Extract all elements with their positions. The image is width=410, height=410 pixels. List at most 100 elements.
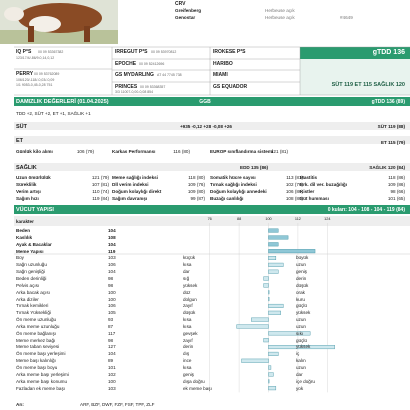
tick-label: 76 — [207, 217, 212, 221]
code: 00 09 53762089 — [34, 72, 60, 76]
code: 00 09 53368357 — [140, 85, 166, 89]
item-value: 109 (86) — [387, 182, 405, 187]
code: 00 09 53367382 — [38, 50, 64, 54]
column-head: karakter — [16, 219, 34, 224]
ancestor: EPOCHE — [115, 61, 137, 67]
ancestor: PRINCES — [115, 84, 138, 90]
low-label: derin — [183, 344, 194, 350]
low-label: dolgun — [183, 296, 197, 302]
bar — [268, 372, 274, 377]
code: 00 09 52412696 — [139, 62, 165, 66]
bar — [268, 331, 311, 336]
low-label: gevşek — [183, 330, 198, 336]
trait-value: 89 — [108, 358, 114, 364]
low-label: geniş — [183, 371, 194, 377]
high-label: kalın — [296, 358, 306, 364]
trait-name: Arka meme başı konumu — [16, 378, 68, 384]
section-title: DAMIZLIK DEĞERLERİ (01.04.2025) — [16, 99, 109, 105]
trait-name: Meme Yapısı — [16, 248, 44, 254]
tick-label: 112 — [294, 217, 301, 221]
trait-name: Arka bacak açısı — [16, 289, 50, 295]
high-label: uzun — [296, 323, 306, 329]
meat-index: ET 115 (79) — [380, 140, 405, 145]
tick-label: 88 — [236, 217, 242, 221]
trait-name: Fazladan ek meme başı — [16, 385, 66, 391]
ancestor: HARIBO — [213, 61, 233, 67]
high-label: derin — [296, 275, 307, 281]
trait-value: 87 — [108, 323, 114, 329]
bar — [263, 338, 269, 343]
ancestor: MIAMI — [213, 72, 228, 78]
trait-value: 103 — [108, 255, 116, 261]
milk-index: SÜT 119 (88) — [377, 124, 405, 129]
trait-value: 106 — [108, 303, 116, 309]
bar — [268, 351, 279, 356]
trait-name: Meme merkez bağı — [16, 337, 56, 343]
trait-value: 106 — [108, 262, 116, 268]
header-cell: Herbeuse açık — [265, 8, 295, 13]
item-label: Somatik hücre sayısı — [210, 175, 256, 180]
footer-label: Arı: — [16, 402, 24, 407]
item-label: Buzağı canlılığı — [210, 196, 244, 201]
trait-name: Ayak & Bacaklar — [16, 241, 52, 247]
item-value: 118 (80) — [188, 175, 205, 180]
high-label: düşük — [296, 282, 309, 288]
tick-label: 124 — [324, 217, 331, 221]
trait-value: 100 — [108, 296, 116, 302]
bar — [268, 386, 277, 391]
bar — [268, 235, 289, 240]
bar — [268, 262, 284, 267]
trait-value: 93 — [108, 317, 114, 323]
item-label: Uzun ömürlülük — [16, 175, 51, 180]
bar — [268, 290, 270, 295]
bar — [268, 310, 281, 315]
item-value: 102 (76) — [285, 182, 303, 187]
item-value: 99 (87) — [190, 196, 205, 201]
high-label: geniş — [296, 269, 307, 275]
item-label: Doğum kolaylığı direkt — [112, 189, 162, 194]
line: 123/17/4/-86/9.0,14,0,12 — [16, 56, 55, 60]
note: TDD +2, SÜT +2, ET +1, SAĞLIK +1 — [16, 111, 91, 116]
item-label: EUROP sınıflandırma sistemi — [210, 149, 274, 154]
item-value: 109 (76) — [187, 182, 205, 187]
source: GGB — [199, 99, 211, 105]
trait-name: Meme başı kalınlığı — [16, 358, 56, 364]
edd: EDD 135 (86) — [240, 165, 269, 170]
item-value: 113 (81) — [286, 175, 303, 180]
dam: PERRY — [16, 71, 34, 77]
bar — [241, 358, 269, 363]
brand: CRV — [175, 1, 186, 7]
trait-name: Tırnak kemikleri — [16, 303, 49, 309]
low-label: kısa — [183, 323, 192, 329]
high-label: yok — [296, 385, 304, 391]
trait-name: Pelvis açısı — [16, 282, 40, 288]
item-label: Verim artışı — [16, 189, 41, 194]
high-label: iç — [296, 351, 300, 357]
item-value: 107 (81) — [91, 182, 109, 187]
bar — [268, 379, 270, 384]
trait-name: Ön meme başı boyu — [16, 365, 58, 370]
trait-name: Sağrı genişliği — [16, 269, 45, 275]
high-label: orak — [296, 289, 305, 295]
trait-value: 117 — [108, 330, 116, 336]
trait-value: 127 — [108, 344, 116, 350]
low-label: zayıf — [183, 303, 193, 309]
item-value: 116 (80) — [173, 149, 190, 154]
trait-value: 98 — [108, 275, 114, 281]
item-value: 98 (66) — [390, 189, 405, 194]
code: AT 44 7745 738 — [157, 73, 182, 77]
ancestor: GS MYDARLING — [115, 72, 154, 78]
trait-name: Arka meme uzunluğu — [16, 323, 60, 329]
item-label: Karkas Performansı — [112, 149, 156, 154]
summary-indices: SÜT 119 ET 115 SAĞLIK 120 — [331, 82, 405, 88]
low-label: küçük — [183, 255, 196, 261]
header-cell: #4649 — [340, 15, 353, 20]
line: 1/1 9053-0,45-0,28 751 — [16, 83, 53, 87]
trait-name: Sağrı uzunluğu — [16, 262, 47, 268]
low-label: yüksek — [183, 282, 198, 288]
item-label: Tırnak sağlığı indeksi — [210, 182, 257, 187]
high-label: uzun — [296, 365, 306, 370]
item-label: Erk. dil ver. buzağılığı — [300, 182, 347, 187]
